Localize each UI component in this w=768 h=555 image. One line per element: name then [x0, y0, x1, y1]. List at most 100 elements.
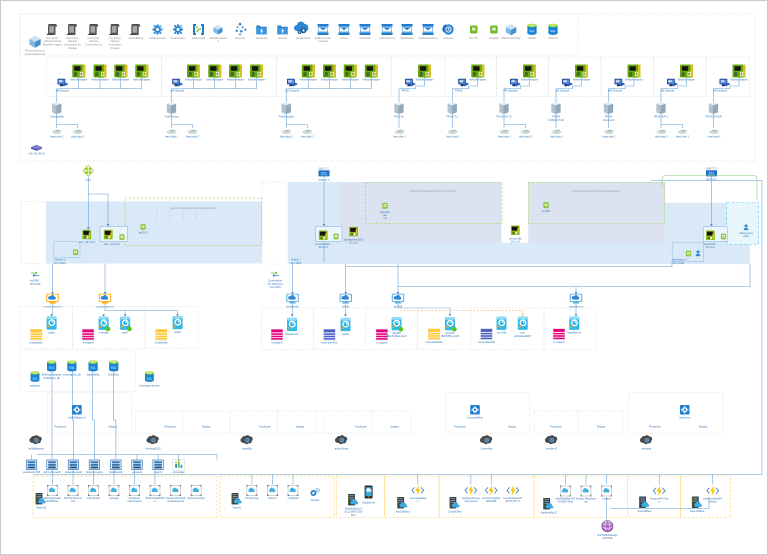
- svg-text:Staging: Staging: [202, 426, 211, 429]
- svg-text:CrownMax: CrownMax: [480, 447, 493, 451]
- svg-text:Storage: Storage: [111, 46, 121, 50]
- svg-text:10.1.2.4: 10.1.2.4: [318, 245, 328, 249]
- svg-text:PR-AD-DC-01: PR-AD-DC-01: [496, 116, 512, 119]
- svg-text:untanagfted_db: untanagfted_db: [63, 373, 82, 377]
- svg-text:sal/plater: sal/plater: [30, 384, 41, 388]
- svg-text:a-magent: a-magent: [376, 341, 387, 345]
- svg-text:dataraffetry: dataraffetry: [87, 373, 101, 377]
- svg-text:Staging: Staging: [390, 426, 399, 429]
- svg-text:AM Network: AM Network: [170, 89, 185, 93]
- svg-text:CONNECT-02: CONNECT-02: [548, 119, 564, 122]
- svg-text:noadler: noadler: [528, 36, 537, 40]
- svg-text:coin: coin: [520, 331, 525, 335]
- svg-text:Use Temp:: Use Temp:: [46, 36, 58, 40]
- svg-text:autler2/vipa: autler2/vipa: [335, 447, 349, 451]
- svg-text:rPROD8: rPROD8: [602, 536, 612, 540]
- svg-text:weidfc: weidfc: [342, 332, 350, 336]
- svg-text:Naming: Naming: [68, 39, 77, 43]
- svg-text:Production: Production: [164, 426, 176, 429]
- svg-text:hardware-1 -: hardware-1 -: [673, 258, 689, 262]
- svg-text:PROD: PROD: [455, 89, 463, 93]
- svg-text:acuresda: acuresda: [132, 471, 143, 474]
- svg-text:a-database: a-database: [30, 341, 44, 345]
- svg-text:Production: Production: [454, 426, 466, 429]
- svg-text:Staging: Staging: [108, 426, 117, 429]
- svg-text:Naming: Naming: [89, 39, 98, 43]
- svg-text:GateCo: GateCo: [268, 496, 277, 500]
- svg-text:WAF-01 b: WAF-01 b: [319, 179, 331, 182]
- svg-text:10.1.0/24: 10.1.0/24: [290, 261, 301, 265]
- svg-text:(0.068?)-Mail: (0.068?)-Mail: [558, 499, 574, 503]
- svg-text:1: 1: [417, 500, 419, 503]
- svg-text:Hard disk 1: Hard disk 1: [393, 135, 407, 139]
- svg-text:a-magent: a-magent: [554, 340, 565, 344]
- svg-text:Production: Production: [259, 426, 271, 429]
- svg-text:a-indeed: a-indeed: [318, 39, 328, 43]
- svg-text:cxpTNE -: cxpTNE -: [30, 279, 41, 283]
- svg-text:NewtCar/engine: NewtCar/engine: [86, 471, 104, 474]
- svg-text:pmland pmland pmland pmland: pmland pmland pmland pmland pmland ppm: [572, 190, 619, 193]
- svg-text:Hard disk 2: Hard disk 2: [519, 135, 533, 139]
- svg-text:AM Network: AM Network: [285, 89, 300, 93]
- svg-text:(BAT0801-1-KR: (BAT0801-1-KR: [441, 334, 459, 338]
- svg-text:h: h: [217, 39, 219, 43]
- svg-text:CentralOffice: CentralOffice: [448, 511, 463, 514]
- svg-text:Staging: Staging: [597, 426, 606, 429]
- svg-text:tinydash: tinydash: [489, 36, 499, 40]
- svg-text:aim HR: aim HR: [469, 36, 478, 40]
- svg-text:experiments: experiments: [127, 499, 142, 503]
- svg-text:Channel: Channel: [548, 36, 558, 40]
- svg-text:172.16/16: 172.16/16: [269, 285, 281, 289]
- svg-text:Hard disk 1: Hard disk 1: [550, 135, 564, 139]
- svg-text:Chariot-02: Chariot-02: [603, 119, 615, 122]
- svg-text:aidinentat: aidinentat: [359, 36, 370, 40]
- svg-text:Staging: Staging: [699, 426, 708, 429]
- svg-text:namingPolicy: namingPolicy: [128, 36, 144, 40]
- svg-text:MyCenterships: MyCenterships: [187, 496, 205, 500]
- svg-text:caniandra-web0: caniandra-web0: [65, 471, 83, 474]
- svg-text:nova-sales456: nova-sales456: [478, 340, 495, 344]
- svg-text:Convention for: Convention for: [64, 43, 81, 47]
- svg-text:Hard disk 1: Hard disk 1: [280, 135, 294, 139]
- svg-text:10.1.0/24: 10.1.0/24: [673, 261, 685, 265]
- svg-text:adhoclanRE97: adhoclanRE97: [514, 334, 532, 338]
- svg-text:Hard disk 2: Hard disk 2: [301, 135, 315, 139]
- svg-text:PR-D-SL: PR-D-SL: [394, 116, 404, 119]
- svg-text:NewMedMax22: NewMedMax22: [345, 508, 363, 511]
- svg-text:Production: Production: [355, 426, 367, 429]
- svg-text:thanksadvanced: thanksadvanced: [419, 36, 438, 40]
- svg-text:workouts: workouts: [443, 36, 454, 40]
- svg-text:a-2WebR: a-2WebR: [288, 496, 299, 500]
- svg-text:TestPortalerBNC: TestPortalerBNC: [145, 496, 164, 500]
- svg-text:a-loadbalancer2: a-loadbalancer2: [96, 305, 115, 309]
- svg-text:10.0.0/24: 10.0.0/24: [54, 261, 66, 265]
- svg-text:WebAppDataR: WebAppDataR: [44, 496, 61, 500]
- svg-text:percentage: percentage: [173, 471, 186, 474]
- svg-text:Naming: Naming: [111, 39, 120, 43]
- svg-text:Hard disk 2: Hard disk 2: [186, 135, 200, 139]
- svg-text:map ground: map ground: [465, 500, 478, 503]
- svg-text:DataLAB: DataLAB: [36, 507, 46, 510]
- svg-text:Hard disk 1: Hard disk 1: [165, 135, 179, 139]
- svg-text:elD/RSbox: elD/RSbox: [46, 499, 59, 503]
- svg-text:NIC VALUE IN: NIC VALUE IN: [29, 153, 45, 156]
- svg-text:Hard disk 1: Hard disk 1: [50, 135, 64, 139]
- svg-text:Hard disk 1: Hard disk 1: [446, 135, 460, 139]
- svg-text:a-magent: a-magent: [272, 341, 283, 345]
- svg-text:unterApp2d: unterApp2d: [87, 496, 101, 500]
- svg-text:signalfire-se: signalfire-se: [569, 305, 584, 309]
- svg-text:unteapp: unteapp: [109, 496, 119, 500]
- svg-text:AquLGMface: AquLGMface: [690, 510, 705, 513]
- svg-text:scheimer: scheimer: [235, 36, 245, 40]
- svg-text:Use Policy:: Use Policy:: [66, 36, 79, 40]
- svg-text:relay/cm: relay/cm: [154, 471, 163, 474]
- svg-text:Unique Meacham: Unique Meacham: [576, 496, 596, 500]
- svg-text:acc-DM: acc-DM: [446, 331, 455, 335]
- svg-text:Machine Images: Machine Images: [43, 43, 62, 47]
- svg-text:Allowed Virtual: Allowed Virtual: [44, 39, 61, 43]
- svg-text:Resources not: Resources not: [25, 49, 45, 53]
- svg-text:stampsrefreshed: stampsrefreshed: [166, 496, 186, 500]
- svg-text:a-handle: a-handle: [99, 331, 110, 335]
- svg-text:Production: Production: [55, 426, 67, 429]
- svg-text:ton: ton: [584, 499, 588, 503]
